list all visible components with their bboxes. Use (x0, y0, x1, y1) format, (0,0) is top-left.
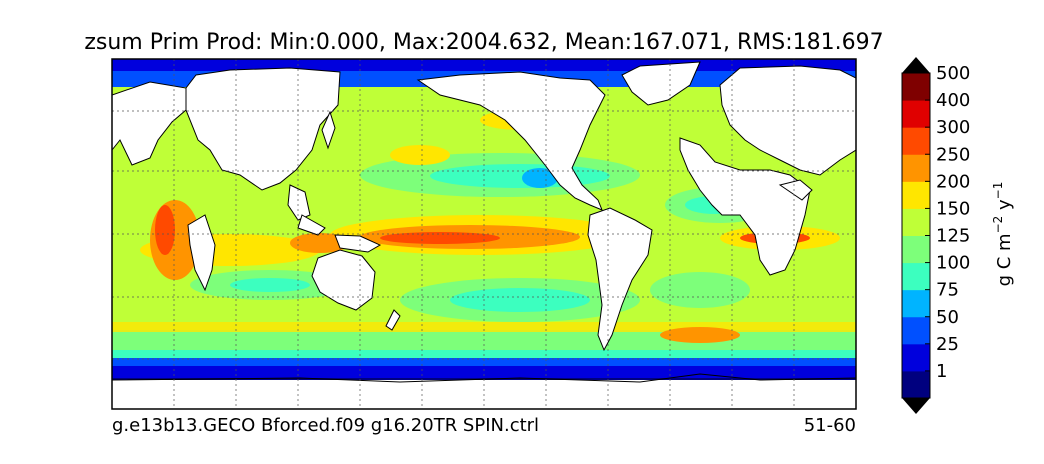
colorbar-segment (902, 370, 930, 399)
colorbar-tick-label: 250 (936, 144, 970, 165)
map-title: zsum Prim Prod: Min:0.000, Max:2004.632,… (84, 30, 883, 55)
ocean-field (112, 59, 856, 409)
colorbar-segment (902, 73, 930, 101)
colorbar-segment (902, 127, 930, 155)
colorbar-tick-label: 300 (936, 117, 970, 138)
colorbar-tick-label: 75 (936, 280, 959, 301)
caption-left: g.e13b13.GECO Bforced.f09 g16.20TR SPIN.… (112, 415, 539, 436)
colorbar-tick-label: 1 (936, 361, 947, 382)
colorbar-tick-label: 400 (936, 90, 970, 111)
colorbar-segment (902, 343, 930, 372)
land-masses (112, 61, 856, 409)
colorbar-label-mid: y (994, 199, 1015, 216)
colorbar-segment (902, 262, 930, 291)
colorbar-tick-label: 150 (936, 198, 970, 219)
colorbar-extend-over (902, 57, 930, 73)
colorbar-tick-label: 200 (936, 171, 970, 192)
colorbar-tick-label: 125 (936, 226, 970, 247)
colorbar-segment (902, 100, 930, 128)
colorbar-segment (902, 316, 930, 345)
graticule (112, 59, 856, 409)
map-frame (111, 58, 857, 410)
colorbar-tick-label: 100 (936, 253, 970, 274)
colorbar-label-exp1: −2 (991, 216, 1005, 234)
colorbar-label-exp2: −1 (991, 182, 1005, 200)
colorbar-segment (902, 235, 930, 264)
colorbar-tick-label: 500 (936, 63, 970, 84)
map-panel (111, 58, 857, 410)
colorbar-label: g C m−2 y−1 (991, 182, 1015, 287)
colorbar-tick-label: 50 (936, 307, 959, 328)
colorbar-segment (902, 289, 930, 318)
colorbar-extend-under (902, 398, 930, 414)
colorbar-segment (902, 208, 930, 236)
colorbar-segment (902, 154, 930, 182)
colorbar-tick-label: 25 (936, 334, 959, 355)
colorbar-label-main: g C m (994, 233, 1015, 286)
colorbar-segment (902, 181, 930, 209)
caption-right: 51-60 (804, 415, 856, 436)
